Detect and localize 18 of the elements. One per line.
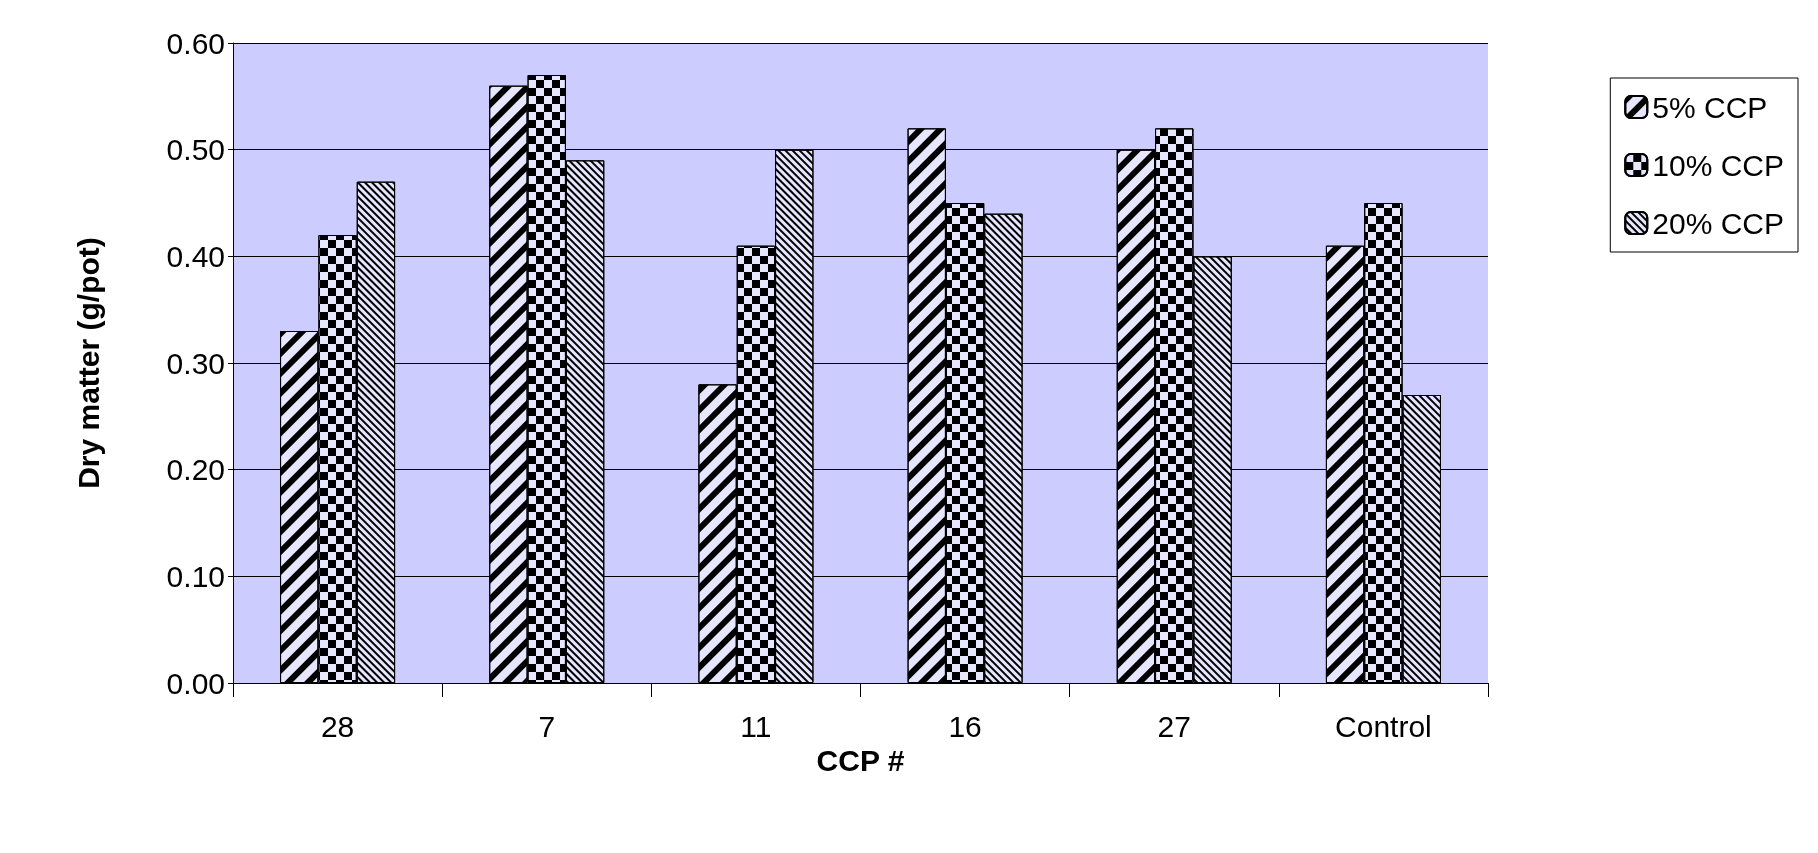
legend-label: 5% CCP (1652, 90, 1768, 124)
y-tick-label: 0.60 (166, 26, 225, 60)
y-axis-title: Dry matter (g/pot) (71, 237, 105, 489)
x-tick-label: 16 (948, 709, 982, 743)
y-tick-label: 0.40 (166, 239, 225, 273)
x-tick-label: 7 (538, 709, 556, 743)
x-tick-label: 11 (740, 709, 772, 743)
x-tick-label: 27 (1157, 709, 1191, 743)
legend-label: 10% CCP (1652, 148, 1784, 182)
x-tick-label: 28 (320, 709, 355, 743)
x-axis-title: CCP # (816, 744, 905, 778)
x-tick-label: Control (1335, 709, 1432, 743)
y-tick-label: 0.50 (166, 133, 225, 167)
y-tick-label: 0.00 (166, 666, 225, 700)
y-tick-label: 0.30 (166, 346, 225, 380)
y-tick-label: 0.10 (166, 559, 225, 593)
y-tick-label: 0.20 (166, 453, 225, 487)
legend-label: 20% CCP (1652, 206, 1784, 240)
